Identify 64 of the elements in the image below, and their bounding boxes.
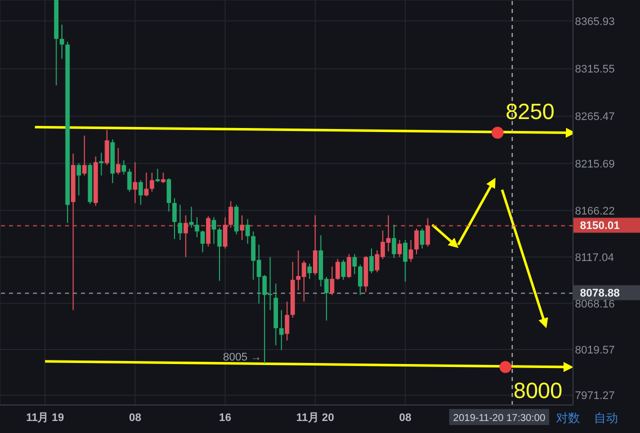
annotation: 8005 → <box>223 351 262 364</box>
candlestick <box>284 301 290 342</box>
candlestick <box>99 152 104 176</box>
y-tick-label: 8166.22 <box>575 205 615 218</box>
candlestick <box>228 200 233 228</box>
ref-line-label: 8150.01 <box>580 220 620 232</box>
candlestick <box>104 129 110 166</box>
y-tick-label: 7971.27 <box>575 390 615 402</box>
candlestick <box>76 162 81 196</box>
candlestick <box>60 24 64 60</box>
y-tick-label: 8117.04 <box>575 252 614 264</box>
y-tick-label: 8265.47 <box>575 111 615 124</box>
candlestick <box>245 218 250 244</box>
candlestick <box>420 228 424 249</box>
candlestick <box>132 162 138 204</box>
x-tick-label: 08 <box>399 412 412 424</box>
candlestick <box>307 263 312 280</box>
candlestick <box>184 214 188 258</box>
candlestick <box>217 227 222 282</box>
x-tick-label: 11月 20 <box>296 412 334 424</box>
annotation: 8000 <box>513 378 562 404</box>
candlestick <box>330 266 334 296</box>
candlestick <box>426 218 430 248</box>
candlestick <box>178 204 182 240</box>
candlestick <box>346 254 352 278</box>
candlestick <box>122 160 126 176</box>
ref-line-label: 8078.88 <box>580 288 620 300</box>
candlestick <box>408 239 414 262</box>
y-tick-label: 8365.93 <box>575 16 615 28</box>
y-tick-label: 8215.69 <box>575 158 615 170</box>
candlestick <box>222 216 228 249</box>
candlestick <box>403 239 408 282</box>
candlestick <box>161 172 166 184</box>
candlestick <box>392 224 396 258</box>
candlestick <box>127 168 132 192</box>
candlestick <box>150 172 154 192</box>
y-tick-label: 8315.55 <box>575 64 615 76</box>
candlestick <box>82 135 87 176</box>
candlestick <box>352 254 357 275</box>
x-tick-label: 08 <box>128 412 142 424</box>
ref-line-label: 2019-11-20 17:30:00 <box>453 413 546 424</box>
candlestick <box>341 259 346 280</box>
x-tick-label: 16 <box>219 412 232 424</box>
candlestick <box>166 178 172 212</box>
candlestick <box>414 228 419 255</box>
candlestick <box>212 216 216 244</box>
candlestick <box>358 264 362 296</box>
candlestick <box>369 248 374 274</box>
text: 自动 <box>594 410 618 427</box>
candlestick <box>172 198 177 240</box>
candlestick <box>313 214 318 276</box>
candlestick <box>397 239 402 258</box>
candlestick <box>116 147 120 176</box>
y-tick-label: 8019.57 <box>575 344 615 356</box>
x-tick-label: 11月 19 <box>26 412 64 424</box>
annotation: 8250 <box>506 98 555 124</box>
candlestick <box>279 310 284 350</box>
y-tick-label: 8068.16 <box>575 298 615 310</box>
candlestick <box>336 258 340 280</box>
candlestick <box>189 206 194 228</box>
candlestick <box>144 172 149 197</box>
candlestick <box>138 180 143 206</box>
candlestick <box>200 230 205 253</box>
text: 对数 <box>556 410 580 427</box>
